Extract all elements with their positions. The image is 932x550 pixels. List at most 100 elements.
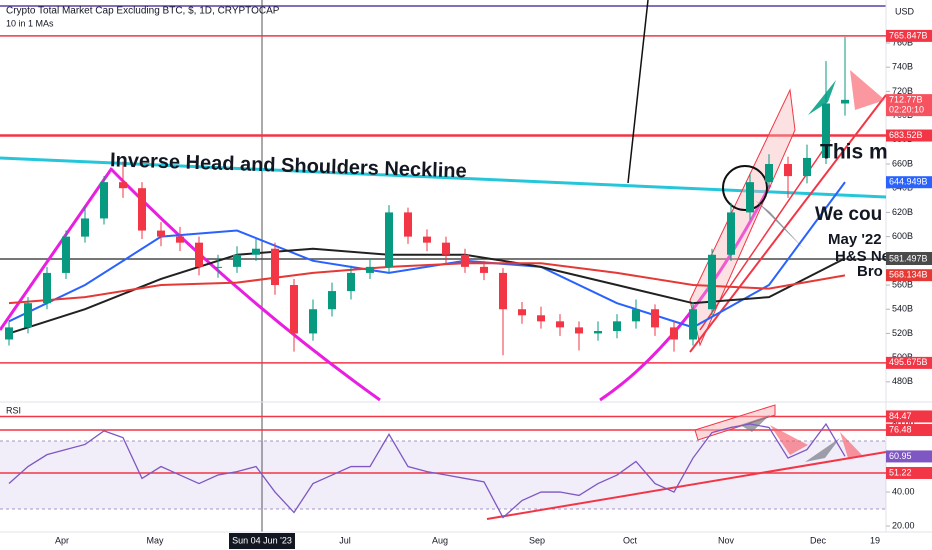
arrow — [808, 80, 836, 115]
annotation: Bro — [857, 263, 883, 280]
y-tick-label: 480B — [892, 376, 913, 386]
candle-body — [499, 272, 507, 310]
y-tick-label: 620B — [892, 207, 913, 217]
annotation: H&S Ne — [835, 248, 890, 265]
rsi-tick-label: 80.00 — [892, 418, 915, 428]
rsi-level-label: 60.95 — [889, 451, 912, 461]
candle-body — [822, 103, 830, 158]
rsi-label-bg — [886, 466, 932, 479]
candle-body — [765, 163, 773, 183]
candle-body — [309, 309, 317, 334]
candle-body — [461, 254, 469, 267]
candle-body — [328, 291, 336, 310]
price-label-bg — [886, 94, 932, 117]
annotation: We cou — [815, 204, 882, 225]
price-label-timer: 02:20:10 — [889, 105, 924, 115]
candle-body — [81, 218, 89, 237]
y-tick-label: 560B — [892, 279, 913, 289]
candle-body — [689, 309, 697, 340]
candle-body — [157, 230, 165, 237]
candle-body — [670, 327, 678, 340]
price-label-bg — [886, 29, 932, 42]
x-tick-label: Aug — [432, 535, 448, 545]
candle-body — [385, 212, 393, 267]
trend-line — [689, 94, 887, 353]
annotation: This m — [820, 141, 888, 164]
candle-body — [195, 242, 203, 267]
candle-body — [841, 99, 849, 104]
x-tick-label: 19 — [870, 535, 880, 545]
candle-body — [290, 285, 298, 334]
candle-body — [404, 212, 412, 237]
candle-body — [347, 272, 355, 292]
black-line — [627, 0, 649, 184]
moving-average — [8, 247, 846, 335]
rsi-label-bg — [886, 424, 932, 437]
price-label-bg — [886, 129, 932, 142]
candle-body — [575, 327, 583, 334]
candle-body — [423, 236, 431, 243]
price-label: 581.497B — [889, 253, 928, 263]
candle-body — [518, 309, 526, 316]
candle-body — [537, 315, 545, 322]
rsi-arrow — [740, 415, 770, 432]
rsi-line — [8, 422, 846, 519]
price-label: 644.949B — [889, 177, 928, 187]
x-tick-label: Oct — [623, 535, 638, 545]
price-label-bg — [886, 253, 932, 266]
rsi-level-label: 76.48 — [889, 424, 912, 434]
candle-body — [803, 157, 811, 177]
price-label-bg — [886, 269, 932, 282]
y-tick-label: 600B — [892, 231, 913, 241]
price-label-bg — [886, 356, 932, 369]
price-label: 765.847B — [889, 30, 928, 40]
rsi-level-label: 84.47 — [889, 411, 912, 421]
candle-body — [214, 266, 222, 268]
x-tick-label: Apr — [55, 535, 69, 545]
x-tick-label: Jul — [339, 535, 351, 545]
rsi-trend — [486, 451, 887, 520]
candle-body — [784, 163, 792, 177]
candle-body — [594, 331, 602, 334]
candle-body — [138, 188, 146, 231]
candle-body — [100, 182, 108, 219]
y-tick-label: 660B — [892, 158, 913, 168]
y-tick-label: 760B — [892, 37, 913, 47]
price-label: 712.77B — [889, 95, 923, 105]
candle-body — [5, 327, 13, 340]
crosshair-label-bg — [229, 533, 295, 549]
indicator-label: 10 in 1 MAs — [6, 18, 54, 28]
candle-body — [442, 242, 450, 255]
rsi-arrow — [840, 432, 862, 458]
candle-body — [366, 266, 374, 273]
circle — [722, 165, 768, 211]
y-tick-label: 720B — [892, 86, 913, 96]
price-label: 495.675B — [889, 357, 928, 367]
candle-body — [727, 212, 735, 255]
price-label: 568.134B — [889, 270, 928, 280]
rsi-arrow — [805, 438, 840, 462]
arrow — [850, 70, 885, 110]
candle-body — [708, 254, 716, 310]
annotation: May '22 — [828, 231, 882, 248]
crosshair-label: Sun 04 Jun '23 — [232, 535, 292, 545]
candle-body — [651, 309, 659, 328]
candle-body — [233, 254, 241, 267]
rsi-label-bg — [886, 450, 932, 463]
x-tick-label: Dec — [810, 535, 827, 545]
rsi-tick-label: 40.00 — [892, 486, 915, 496]
candle-body — [252, 248, 260, 255]
y-tick-label: 740B — [892, 62, 913, 72]
rsi-arrow — [770, 425, 808, 455]
candle-body — [746, 182, 754, 213]
rsi-label-bg — [886, 410, 932, 423]
rsi-tick-label: 20.00 — [892, 520, 915, 530]
rsi-label: RSI — [6, 405, 21, 415]
candle-body — [556, 321, 564, 328]
arrow — [755, 200, 805, 250]
x-tick-label: Nov — [718, 535, 735, 545]
x-tick-label: Sep — [529, 535, 545, 545]
candle-body — [62, 236, 70, 273]
moving-average — [8, 262, 846, 305]
